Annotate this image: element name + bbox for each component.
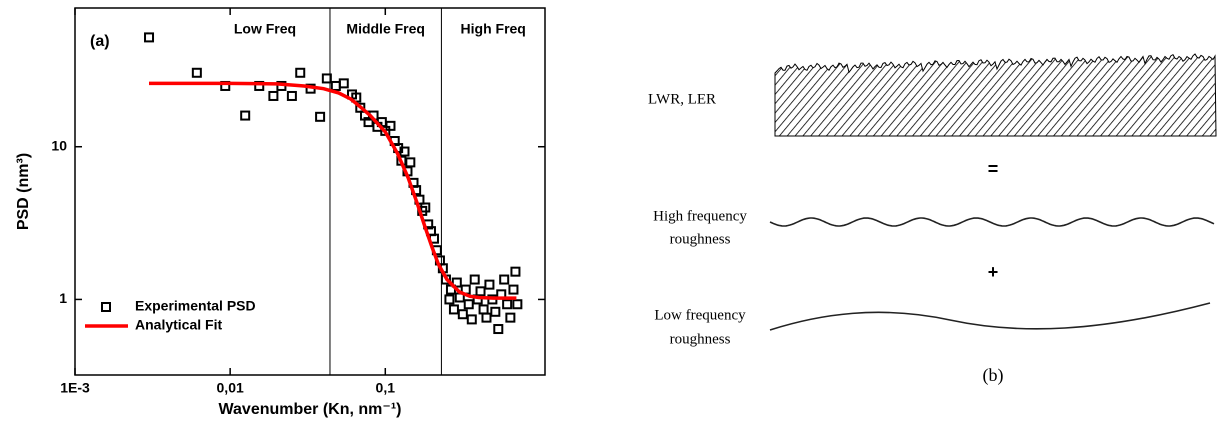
data-point (420, 202, 431, 213)
data-point (144, 32, 155, 43)
data-point (505, 312, 516, 323)
legend-label: Analytical Fit (135, 317, 222, 333)
high-label: roughness (670, 231, 731, 247)
data-point (457, 309, 468, 320)
region-label: High Freq (461, 21, 526, 37)
data-point (490, 306, 501, 317)
y-axis-label: PSD (nm³) (15, 153, 32, 230)
data-point (481, 312, 492, 323)
y-tick-label: 1 (59, 290, 67, 306)
x-axis-label: Wavenumber (Kn, nm⁻¹) (219, 401, 402, 418)
panel-label: (b) (983, 365, 1004, 386)
data-point (385, 120, 396, 131)
data-point (240, 110, 251, 121)
low-frequency-curve (769, 302, 1211, 331)
region-label: Middle Freq (346, 21, 425, 37)
rough-edge-profile (774, 53, 1217, 137)
data-point (510, 266, 521, 277)
data-point (286, 90, 297, 101)
data-point (338, 78, 349, 89)
data-point (444, 294, 455, 305)
low-label: roughness (670, 331, 731, 347)
panel-label: (a) (90, 33, 110, 50)
data-point (508, 284, 519, 295)
data-point (268, 90, 279, 101)
data-point (295, 67, 306, 78)
chart: 1E-3 0,01 0,1 1 10 Low Freq Middle Freq High Fr… (15, 7, 546, 418)
data-point (475, 286, 486, 297)
equals-sign: = (988, 159, 999, 179)
data-point (321, 73, 332, 84)
data-point (191, 67, 202, 78)
data-point (469, 274, 480, 285)
x-tick-label: 0,1 (376, 380, 396, 396)
data-point (493, 324, 504, 335)
data-point (466, 314, 477, 325)
x-tick-label: 1E-3 (60, 380, 90, 396)
y-tick-label: 10 (51, 137, 67, 153)
data-point (315, 111, 326, 122)
plus-sign: + (988, 262, 999, 282)
data-point (405, 157, 416, 168)
data-point (451, 277, 462, 288)
x-tick-label: 0,01 (217, 380, 244, 396)
data-point (502, 299, 513, 310)
total-label: LWR, LER (648, 91, 716, 107)
data-point (484, 279, 495, 290)
data-point (399, 146, 410, 157)
fit-line (149, 81, 517, 300)
plot-frame (74, 7, 546, 376)
legend-label: Experimental PSD (135, 298, 256, 314)
diagram: LWR, LER = High frequency roughness + Lo… (648, 53, 1217, 386)
data-point (512, 299, 523, 310)
high-frequency-curve (769, 217, 1215, 227)
low-label: Low frequency (654, 307, 746, 323)
legend-swatch (101, 302, 111, 312)
region-label: Low Freq (234, 21, 296, 37)
data-point (499, 274, 510, 285)
high-label: High frequency (653, 208, 747, 224)
